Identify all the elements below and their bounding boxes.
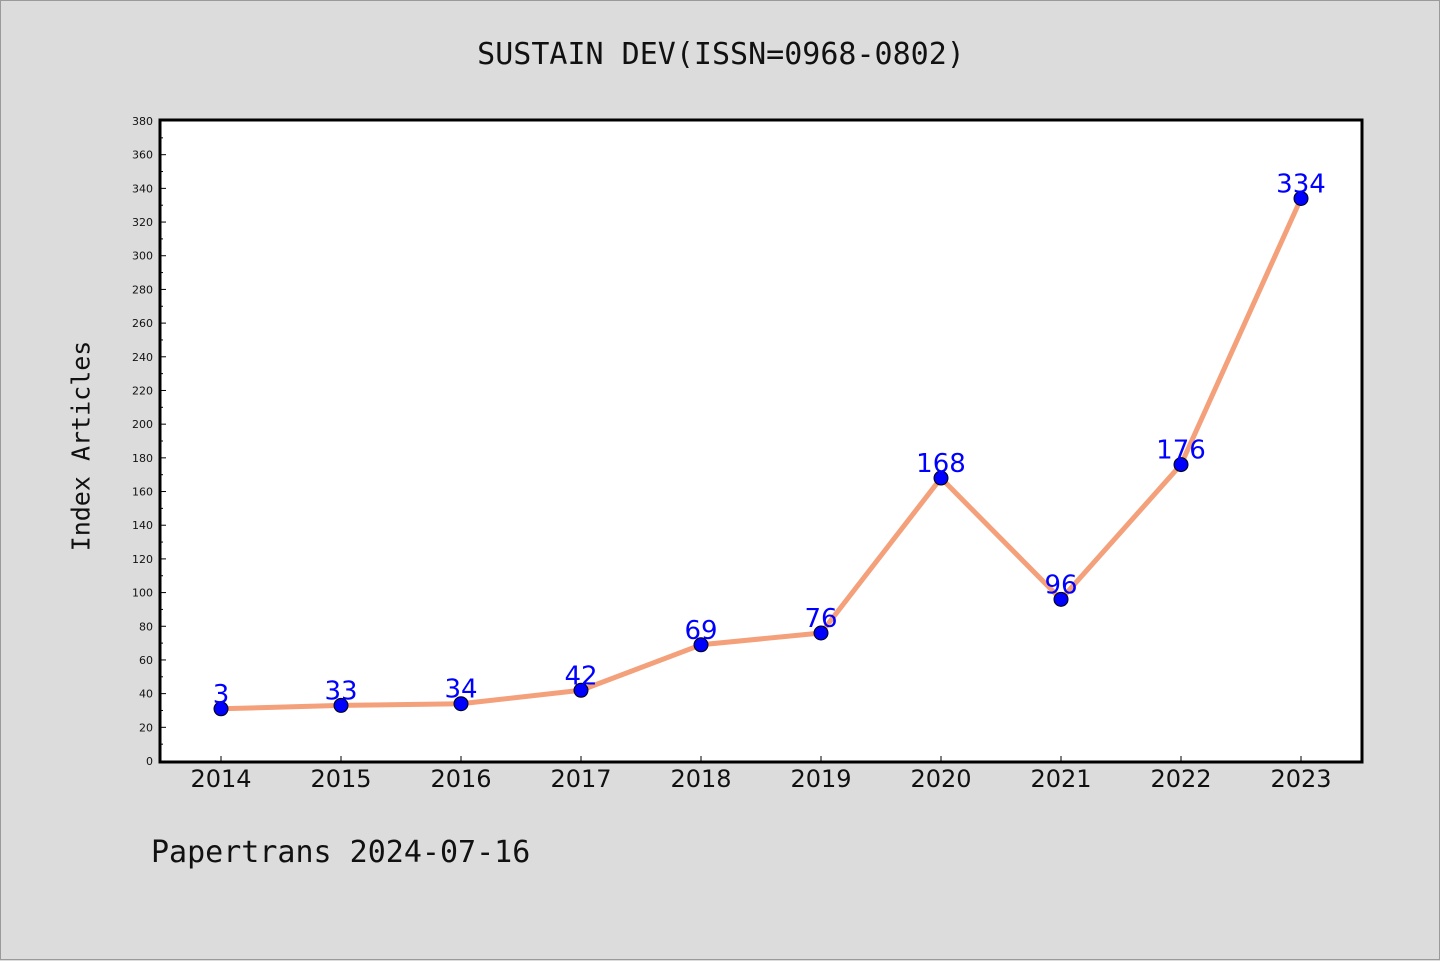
data-label: 3 — [213, 680, 230, 710]
y-tick-label: 240 — [132, 351, 153, 364]
data-label: 76 — [804, 604, 837, 634]
y-tick-label: 260 — [132, 317, 153, 330]
data-point — [213, 701, 229, 717]
data-label: 96 — [1044, 570, 1077, 600]
data-label: 168 — [916, 449, 966, 479]
x-tick-label: 2014 — [190, 765, 251, 793]
data-label: 33 — [324, 676, 357, 706]
y-tick-label: 120 — [132, 553, 153, 566]
chart-title: SUSTAIN DEV(ISSN=0968-0802) — [477, 37, 965, 72]
data-point — [573, 682, 589, 698]
series-line — [218, 195, 1304, 712]
y-tick-label: 200 — [132, 418, 153, 431]
y-tick-label: 80 — [139, 620, 153, 633]
x-tick-label: 2021 — [1030, 765, 1091, 793]
y-tick-label: 20 — [139, 721, 153, 734]
y-tick-label: 320 — [132, 216, 153, 229]
x-tick-label: 2022 — [1150, 765, 1211, 793]
data-point — [693, 637, 709, 653]
y-tick-label: 280 — [132, 283, 153, 296]
data-point — [933, 470, 949, 486]
data-label: 42 — [564, 661, 597, 691]
y-tick-label: 60 — [139, 654, 153, 667]
y-tick-label: 340 — [132, 182, 153, 195]
y-tick-label: 0 — [146, 755, 153, 768]
y-tick-label: 100 — [132, 587, 153, 600]
y-tick-label: 40 — [139, 688, 153, 701]
data-point — [1293, 190, 1309, 206]
data-label: 69 — [684, 616, 717, 646]
x-tick-label: 2018 — [670, 765, 731, 793]
x-tick-label: 2020 — [910, 765, 971, 793]
x-tick-label: 2015 — [310, 765, 371, 793]
data-point — [1173, 457, 1189, 473]
data-label: 334 — [1276, 169, 1326, 199]
y-tick-label: 140 — [132, 519, 153, 532]
data-label: 34 — [444, 675, 477, 705]
x-tick-label: 2019 — [790, 765, 851, 793]
data-point — [453, 696, 469, 712]
plot-area — [158, 118, 1364, 764]
y-tick-label: 360 — [132, 149, 153, 162]
data-label: 176 — [1156, 436, 1206, 466]
x-tick-label: 2017 — [550, 765, 611, 793]
data-point — [333, 697, 349, 713]
y-tick-label: 380 — [132, 115, 153, 128]
footer-note: Papertrans 2024-07-16 — [151, 835, 531, 870]
x-tick-label: 2016 — [430, 765, 491, 793]
data-point — [813, 625, 829, 641]
y-tick-label: 180 — [132, 452, 153, 465]
y-tick-label: 300 — [132, 250, 153, 263]
y-tick-label: 220 — [132, 384, 153, 397]
x-tick-label: 2023 — [1270, 765, 1331, 793]
data-point — [1053, 591, 1069, 607]
y-tick-label: 160 — [132, 486, 153, 499]
